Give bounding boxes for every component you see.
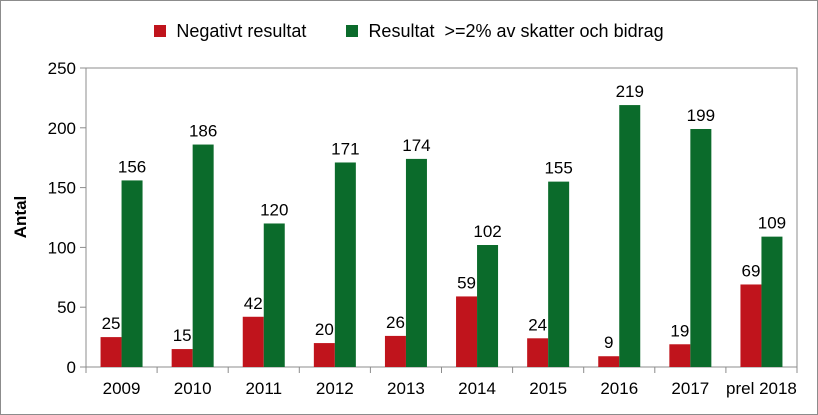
x-tick-label: 2014 — [458, 379, 496, 398]
bar-negative — [598, 356, 620, 367]
bar-result — [121, 180, 143, 367]
data-label: 9 — [604, 333, 613, 352]
bar-result — [334, 162, 356, 367]
data-label: 25 — [102, 314, 121, 333]
data-label: 186 — [189, 122, 217, 141]
x-tick-label: 2012 — [316, 379, 354, 398]
bar-result — [263, 223, 285, 367]
x-tick-label: prel 2018 — [726, 379, 797, 398]
bar-result — [192, 144, 214, 367]
legend-label-negative: Negativt resultat — [176, 20, 307, 41]
bar-negative — [313, 343, 335, 367]
data-label: 15 — [173, 326, 192, 345]
legend-label-result: Resultat >=2% av skatter och bidrag — [368, 20, 664, 41]
data-label: 42 — [244, 294, 263, 313]
x-tick-label: 2010 — [174, 379, 212, 398]
bar-negative — [669, 344, 691, 367]
y-axis-title: Antal — [11, 196, 30, 239]
data-label: 120 — [260, 200, 288, 219]
bar-negative — [527, 338, 549, 367]
data-label: 20 — [315, 320, 334, 339]
legend: Negativt resultat Resultat >=2% av skatt… — [0, 18, 818, 44]
data-label: 69 — [741, 261, 760, 280]
data-label: 109 — [758, 214, 786, 233]
x-tick-label: 2009 — [103, 379, 141, 398]
data-label: 155 — [544, 159, 572, 178]
x-tick-label: 2016 — [600, 379, 638, 398]
bar-negative — [384, 335, 406, 367]
y-tick-label: 250 — [48, 59, 76, 78]
x-tick-label: 2011 — [245, 379, 282, 398]
legend-swatch-negative — [154, 25, 167, 37]
legend-swatch-result — [346, 25, 359, 37]
bar-result — [548, 181, 570, 367]
data-label: 174 — [402, 136, 430, 155]
data-label: 156 — [118, 157, 146, 176]
bar-result — [405, 158, 427, 367]
bar-result — [477, 245, 499, 367]
bar-result — [619, 105, 641, 368]
x-tick-label: 2017 — [671, 379, 709, 398]
data-label: 199 — [687, 106, 715, 125]
y-tick-label: 100 — [48, 238, 76, 257]
y-tick-label: 50 — [57, 298, 76, 317]
data-label: 59 — [457, 273, 476, 292]
bar-negative — [171, 349, 193, 367]
data-label: 102 — [473, 222, 501, 241]
data-label: 24 — [528, 315, 547, 334]
y-tick-label: 150 — [48, 179, 76, 198]
legend-item-negative: Negativt resultat — [154, 21, 306, 42]
y-tick-label: 0 — [67, 358, 76, 377]
y-tick-label: 200 — [48, 119, 76, 138]
bar-result — [690, 128, 712, 367]
x-tick-label: 2013 — [387, 379, 425, 398]
bar-result — [761, 236, 783, 367]
bar-negative — [740, 284, 762, 367]
bar-negative — [100, 337, 122, 367]
bar-negative — [242, 316, 264, 367]
data-label: 171 — [331, 139, 359, 158]
data-label: 219 — [616, 82, 644, 101]
data-label: 26 — [386, 313, 405, 332]
x-tick-label: 2015 — [529, 379, 567, 398]
legend-item-result: Resultat >=2% av skatter och bidrag — [346, 20, 664, 42]
data-label: 19 — [670, 321, 689, 340]
bar-negative — [456, 296, 478, 367]
